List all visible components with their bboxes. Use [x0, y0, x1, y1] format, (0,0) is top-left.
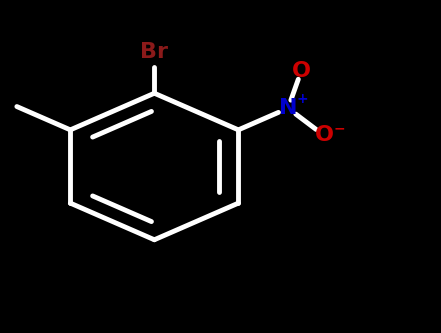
Text: Br: Br [140, 42, 168, 62]
Text: O: O [292, 61, 310, 81]
Text: N: N [279, 98, 297, 118]
Text: O: O [314, 125, 333, 145]
Text: −: − [333, 121, 345, 135]
Text: +: + [296, 92, 308, 106]
